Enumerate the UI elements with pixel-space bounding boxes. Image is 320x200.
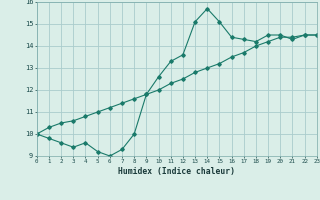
X-axis label: Humidex (Indice chaleur): Humidex (Indice chaleur) — [118, 167, 235, 176]
